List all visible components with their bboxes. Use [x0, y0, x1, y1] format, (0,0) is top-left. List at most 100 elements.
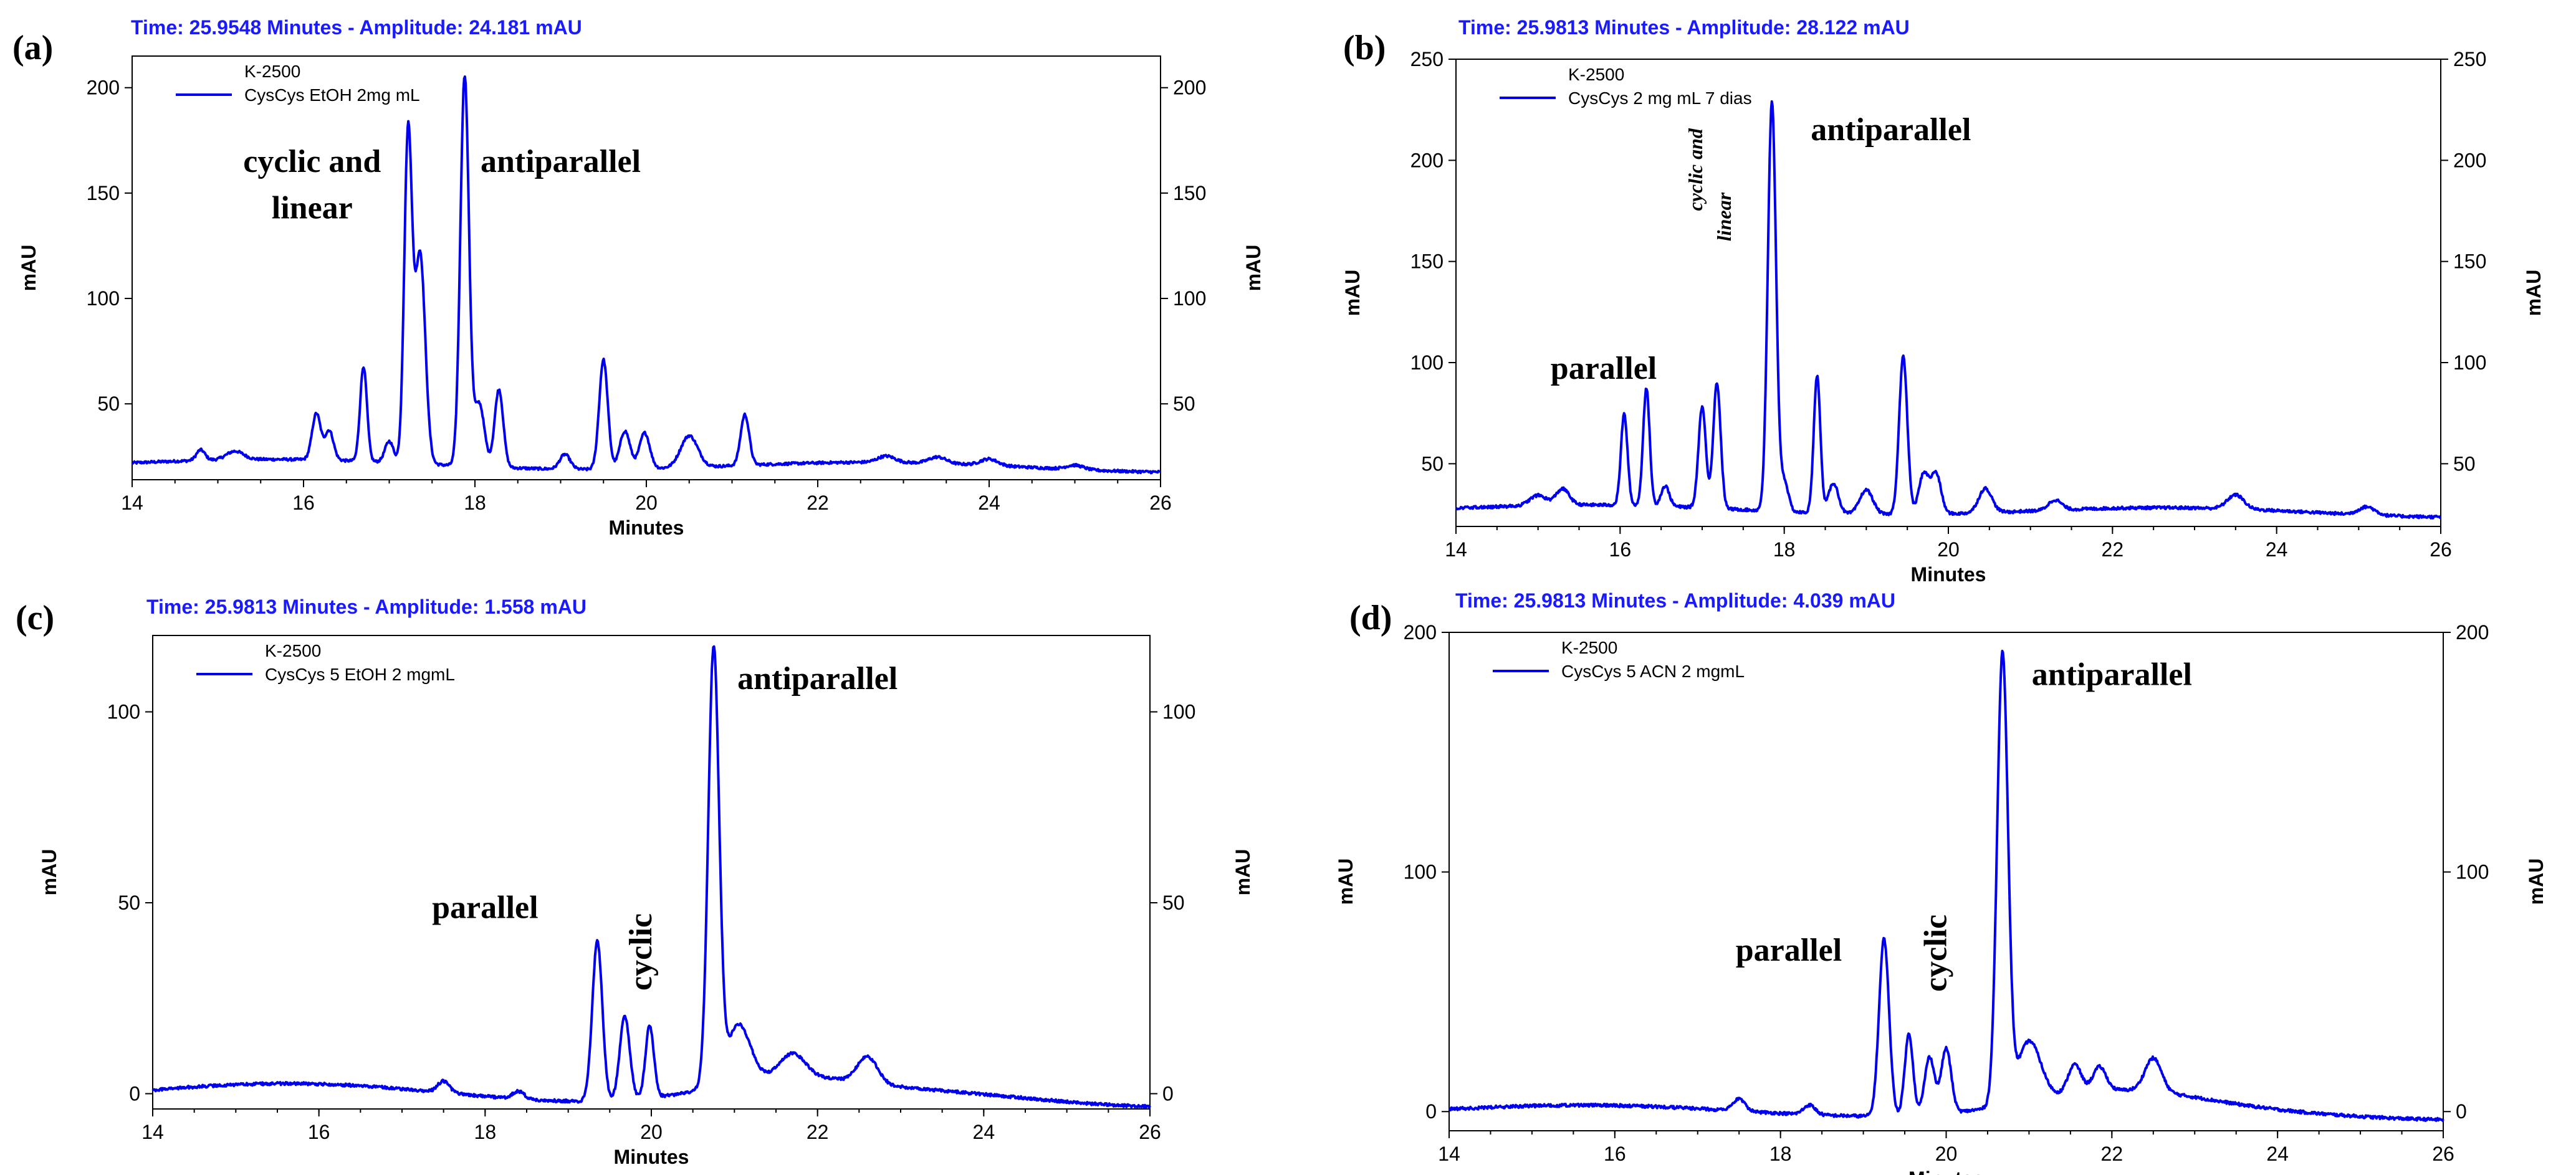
x-tick-label: 16: [1604, 1143, 1626, 1165]
peak-annotation: parallel: [432, 890, 538, 926]
y-tick-label-right: 50: [2453, 452, 2476, 475]
y-tick-label-right: 50: [1173, 392, 1195, 415]
x-tick-label: 20: [635, 492, 658, 514]
panel-header: Time: 25.9813 Minutes - Amplitude: 4.039…: [1455, 589, 1895, 612]
legend-title: K-2500: [265, 641, 321, 660]
y-tick-label-right: 250: [2453, 48, 2486, 70]
y-tick-label-right: 0: [2456, 1100, 2467, 1123]
y-tick-label-left: 200: [87, 77, 120, 99]
y-tick-label-left: 150: [1410, 250, 1444, 273]
peak-annotation: cyclic and: [1684, 128, 1707, 211]
y-tick-label-right: 100: [2453, 351, 2486, 374]
y-tick-label-left: 0: [129, 1082, 140, 1105]
x-tick-label: 14: [1438, 1143, 1460, 1165]
x-tick-label: 14: [1445, 538, 1467, 561]
x-tick-label: 18: [1769, 1143, 1792, 1165]
y-tick-label-right: 200: [1173, 77, 1206, 99]
y-tick-label-left: 100: [107, 701, 140, 723]
x-tick-label: 16: [292, 492, 315, 514]
plot-area: [1448, 632, 2444, 1131]
y-tick-label-right: 50: [1162, 892, 1185, 914]
x-tick-label: 22: [807, 492, 829, 514]
x-tick-label: 20: [1935, 1143, 1958, 1165]
x-tick-label: 24: [973, 1121, 995, 1143]
legend-series-label: CysCys EtOH 2mg mL: [244, 85, 420, 105]
y-axis-title-left: mAU: [17, 245, 40, 292]
x-tick-label: 22: [807, 1121, 829, 1143]
peak-annotation: linear: [1713, 192, 1735, 241]
y-tick-label-right: 150: [2453, 250, 2486, 273]
x-tick-label: 20: [1937, 538, 1960, 561]
x-axis-title: Minutes: [614, 1146, 689, 1168]
y-axis-title-right: mAU: [1242, 245, 1265, 292]
x-tick-label: 14: [141, 1121, 164, 1143]
x-tick-label: 18: [474, 1121, 497, 1143]
chromatogram-trace: [131, 75, 1161, 475]
y-axis-title-left: mAU: [38, 849, 60, 896]
y-tick-label-right: 150: [1173, 182, 1206, 204]
y-tick-label-left: 50: [118, 892, 140, 914]
y-tick-label-right: 0: [1162, 1082, 1174, 1105]
legend-series-label: CysCys 2 mg mL 7 dias: [1568, 88, 1752, 108]
y-tick-label-right: 200: [2453, 149, 2486, 171]
y-axis-title-right: mAU: [2525, 859, 2547, 905]
peak-annotation: cyclic: [623, 913, 659, 991]
peak-annotation: linear: [272, 190, 353, 226]
x-tick-label: 22: [2101, 1143, 2124, 1165]
y-axis-title-right: mAU: [1232, 849, 1254, 896]
panel-label: (d): [1349, 599, 1392, 637]
x-tick-label: 16: [1609, 538, 1632, 561]
panel-label: (c): [16, 599, 54, 637]
y-axis-title-right: mAU: [2522, 270, 2545, 316]
legend-title: K-2500: [1568, 65, 1624, 84]
y-tick-label-left: 150: [87, 182, 120, 204]
legend-series-label: CysCys 5 ACN 2 mgmL: [1561, 662, 1745, 681]
peak-annotation: antiparallel: [737, 661, 898, 697]
peak-annotation: antiparallel: [481, 144, 641, 179]
panel-header: Time: 25.9548 Minutes - Amplitude: 24.18…: [131, 16, 582, 39]
y-axis-title-left: mAU: [1341, 270, 1364, 316]
y-tick-label-left: 0: [1425, 1100, 1437, 1123]
panel-header: Time: 25.9813 Minutes - Amplitude: 1.558…: [146, 596, 587, 618]
chromatogram-trace: [151, 645, 1151, 1109]
chromatogram-trace: [1448, 649, 2444, 1122]
legend-title: K-2500: [1561, 638, 1617, 657]
x-axis-title: Minutes: [1908, 1168, 1984, 1175]
peak-annotation: cyclic and: [243, 144, 381, 179]
peak-annotation: parallel: [1736, 933, 1842, 968]
panel-b: (b) Time: 25.9813 Minutes - Amplitude: 28…: [1341, 16, 2545, 586]
peak-annotation: antiparallel: [1811, 112, 1971, 148]
x-tick-label: 22: [2102, 538, 2124, 561]
chromatogram-trace: [1455, 100, 2441, 520]
legend-title: K-2500: [244, 62, 300, 81]
x-tick-label: 20: [640, 1121, 663, 1143]
panel-label: (b): [1343, 29, 1386, 67]
x-tick-label: 24: [2266, 538, 2288, 561]
y-tick-label-right: 200: [2456, 621, 2489, 644]
legend-series-label: CysCys 5 EtOH 2 mgmL: [265, 665, 455, 684]
x-tick-label: 14: [121, 492, 143, 514]
y-tick-label-left: 200: [1410, 149, 1444, 171]
panel-c: (c) Time: 25.9813 Minutes - Amplitude: 1.…: [16, 596, 1254, 1168]
x-tick-label: 26: [2430, 538, 2452, 561]
x-tick-label: 18: [464, 492, 486, 514]
x-tick-label: 24: [2266, 1143, 2289, 1165]
panel-label: (a): [12, 29, 53, 67]
peak-annotation: antiparallel: [2032, 657, 2192, 693]
x-tick-label: 26: [2432, 1143, 2454, 1165]
peak-annotation: cyclic: [1918, 915, 1954, 992]
y-tick-label-right: 100: [1173, 287, 1206, 310]
y-tick-label-left: 250: [1410, 48, 1444, 70]
x-tick-label: 24: [978, 492, 1000, 514]
x-tick-label: 18: [1773, 538, 1796, 561]
peak-annotation: parallel: [1551, 351, 1657, 386]
x-tick-label: 16: [308, 1121, 330, 1143]
panel-d: (d) Time: 25.9813 Minutes - Amplitude: 4.…: [1334, 589, 2547, 1175]
panel-a: (a) Time: 25.9548 Minutes - Amplitude: 24…: [12, 16, 1265, 539]
x-tick-label: 26: [1139, 1121, 1161, 1143]
y-tick-label-right: 100: [1162, 701, 1195, 723]
x-tick-label: 26: [1149, 492, 1172, 514]
y-tick-label-left: 50: [1421, 452, 1444, 475]
y-tick-label-left: 100: [1404, 861, 1437, 883]
